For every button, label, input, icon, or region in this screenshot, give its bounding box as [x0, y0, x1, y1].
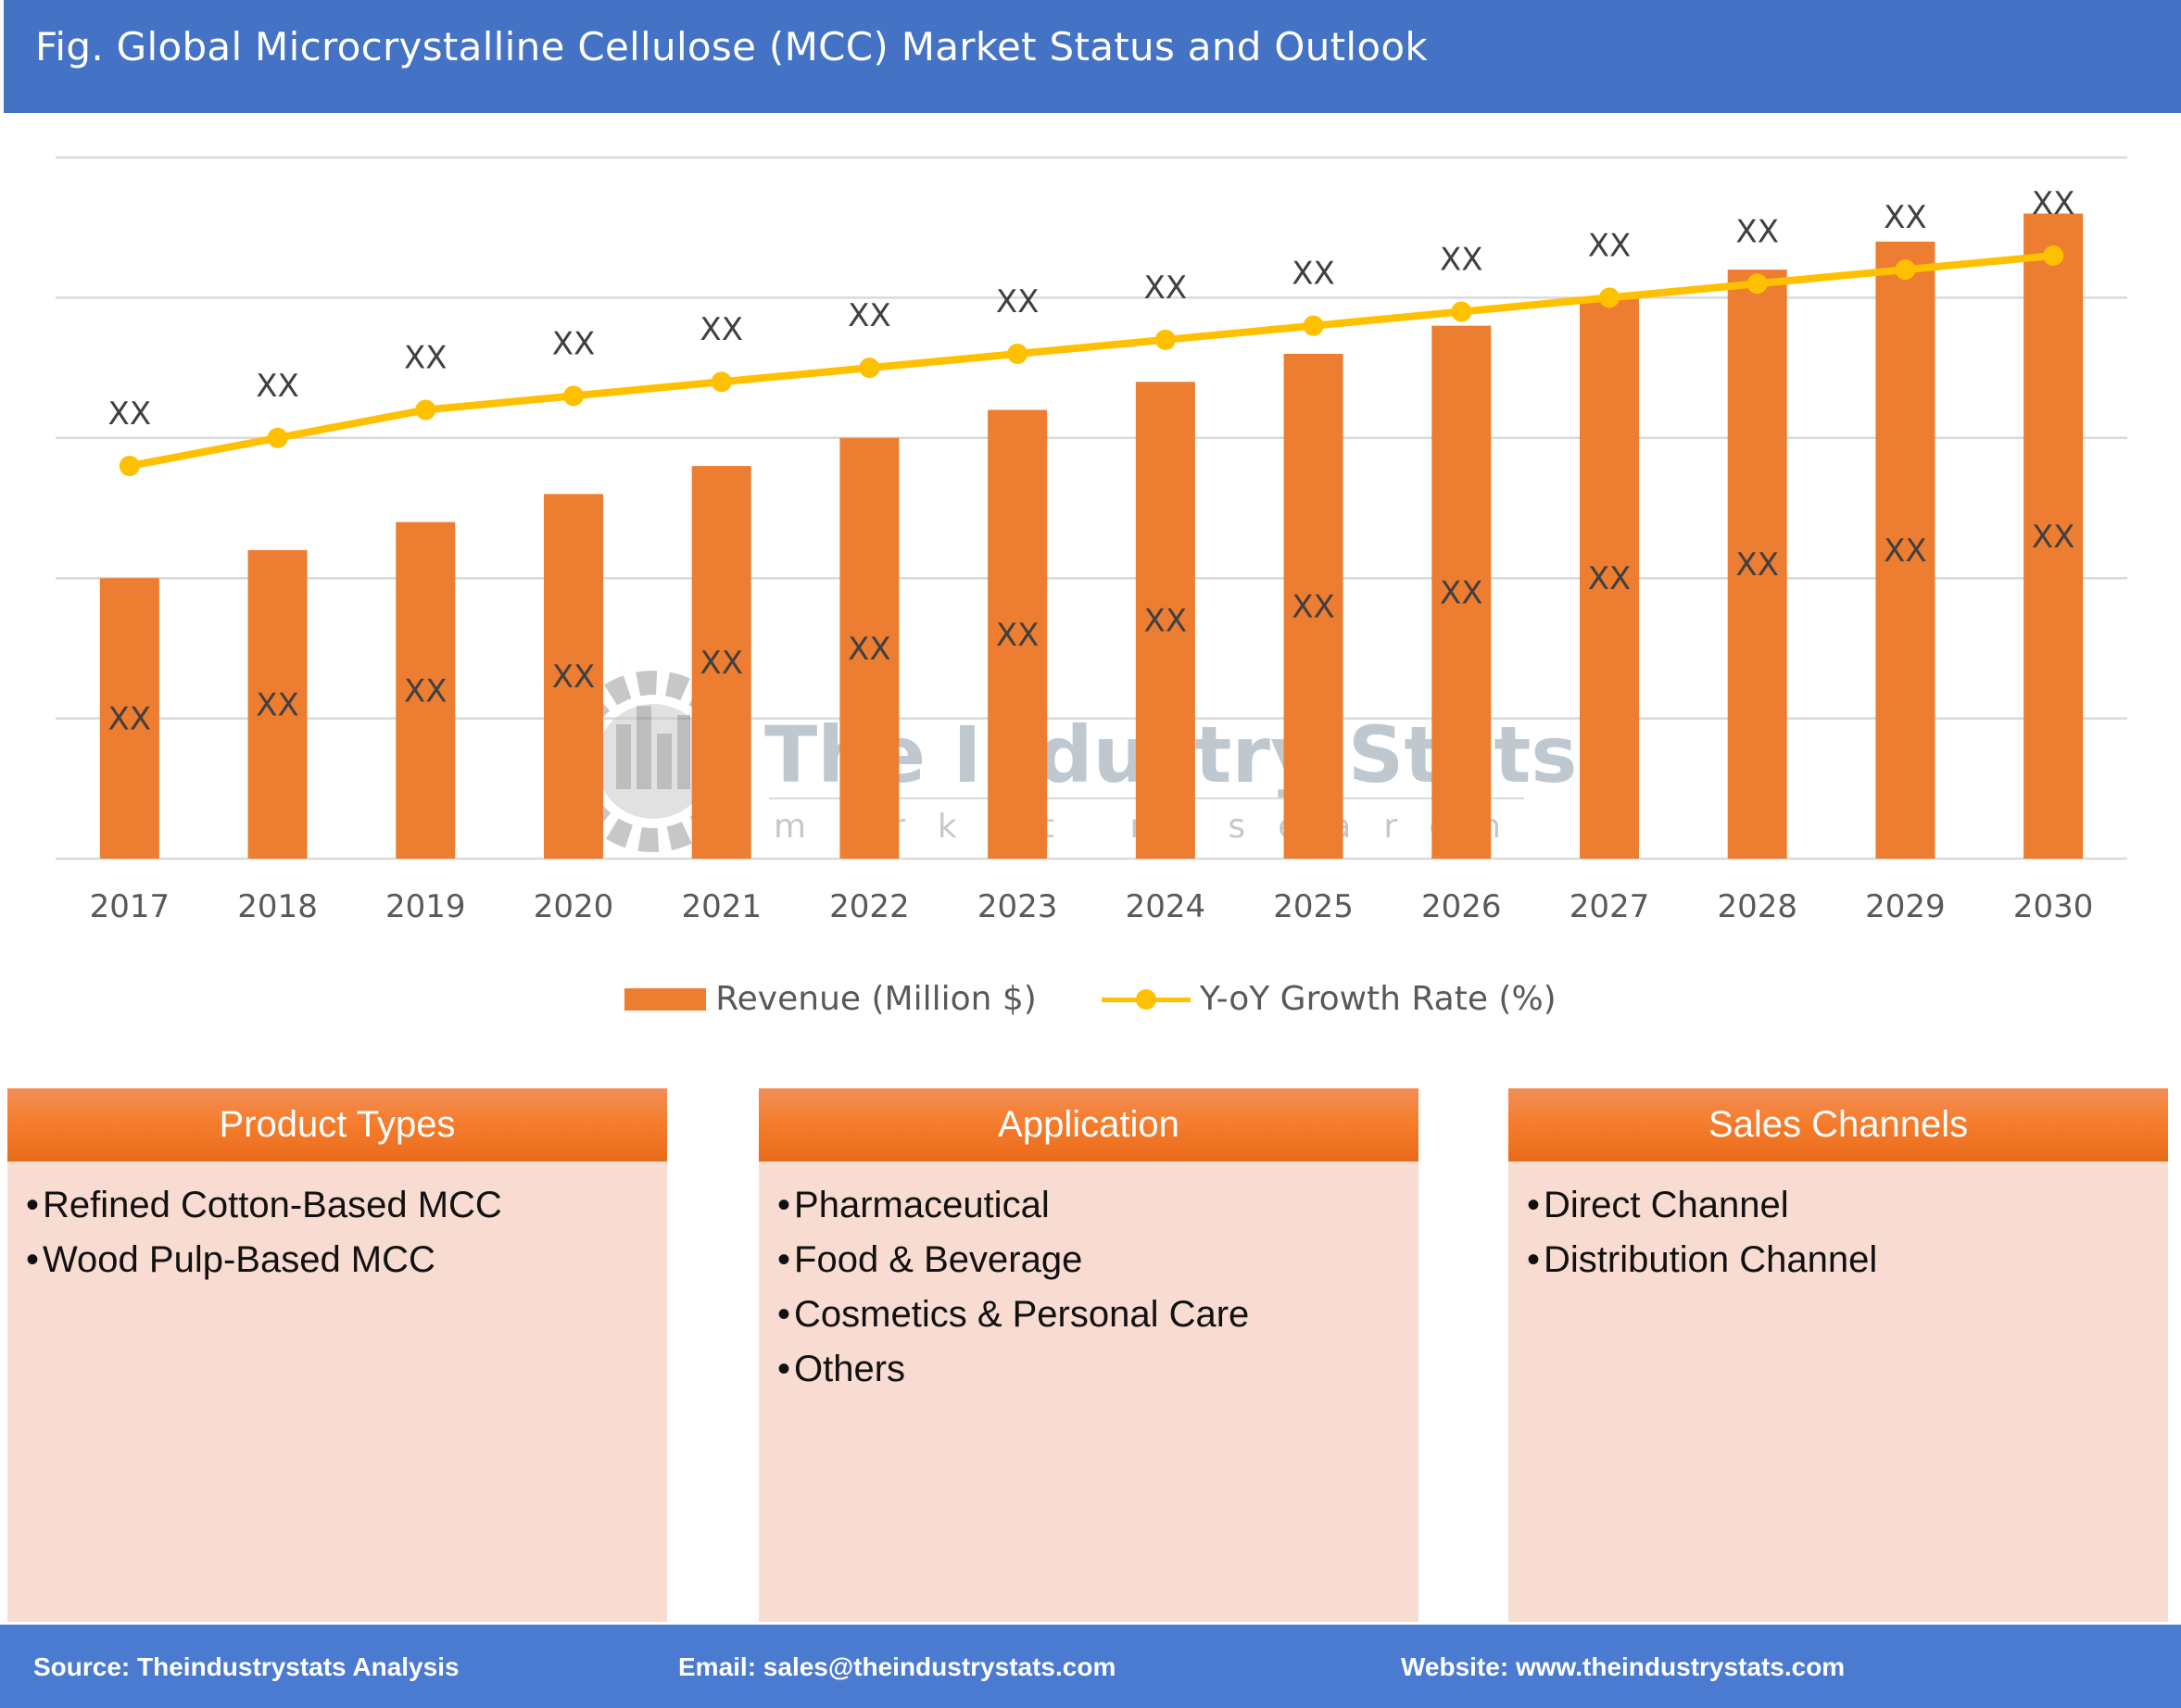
bar-data-label: XX	[552, 659, 596, 696]
list-item: Cosmetics & Personal Care	[777, 1287, 1418, 1342]
bar-data-label: XX	[1144, 603, 1188, 640]
line-data-label: XX	[1735, 213, 1779, 250]
bar-data-label: XX	[996, 617, 1040, 654]
line-data-label: XX	[1884, 199, 1927, 236]
x-tick-label: 2022	[829, 888, 910, 925]
growth-rate-point	[1303, 315, 1324, 336]
growth-rate-point	[1599, 287, 1620, 308]
footer-bar: Source: Theindustrystats Analysis Email:…	[0, 1625, 2181, 1708]
revenue-bar	[396, 521, 456, 859]
line-data-label: XX	[1144, 270, 1188, 307]
revenue-bar	[2023, 213, 2084, 859]
bar-data-label: XX	[700, 645, 743, 682]
list-item: Direct Channel	[1527, 1178, 2168, 1233]
line-data-label: XX	[404, 340, 448, 377]
box-title: Sales Channels	[1508, 1088, 2168, 1162]
line-data-label: XX	[1440, 242, 1483, 279]
x-tick-label: 2029	[1865, 888, 1946, 925]
revenue-bar	[1431, 325, 1492, 859]
bar-data-label: XX	[848, 631, 891, 668]
revenue-growth-chart: The Industry Stats market research XX201…	[56, 156, 2127, 925]
legend-item-revenue: Revenue (Million $)	[624, 980, 1037, 1018]
legend-swatch-bar	[624, 987, 707, 1011]
revenue-bar	[1135, 382, 1195, 859]
list-item: Distribution Channel	[1527, 1233, 2168, 1287]
x-tick-label: 2030	[2013, 888, 2094, 925]
revenue-bar	[1727, 270, 1787, 859]
line-data-label: XX	[996, 283, 1040, 320]
bar-data-label: XX	[1884, 533, 1927, 570]
revenue-bar	[691, 466, 751, 859]
list-item: Food & Beverage	[777, 1233, 1418, 1287]
bar-data-label: XX	[404, 672, 448, 710]
revenue-bar	[1875, 241, 1935, 860]
header-bar: Fig. Global Microcrystalline Cellulose (…	[4, 0, 2181, 113]
x-tick-label: 2020	[534, 888, 614, 925]
line-data-label: XX	[108, 396, 152, 433]
list-item: Wood Pulp-Based MCC	[26, 1233, 667, 1287]
chart-legend: Revenue (Million $) Y-oY Growth Rate (%)	[0, 980, 2181, 1018]
list-item: Refined Cotton-Based MCC	[26, 1178, 667, 1233]
x-tick-label: 2019	[385, 888, 466, 925]
growth-rate-point	[119, 456, 140, 477]
revenue-bar	[839, 437, 900, 859]
growth-rate-point	[711, 371, 732, 393]
list-item: Pharmaceutical	[777, 1178, 1418, 1233]
revenue-bar	[1283, 353, 1343, 860]
line-data-label: XX	[700, 311, 743, 348]
x-tick-label: 2028	[1717, 888, 1797, 925]
growth-rate-point	[1746, 273, 1768, 295]
bar-data-label: XX	[1735, 546, 1779, 584]
x-tick-label: 2018	[237, 888, 318, 925]
revenue-bar	[247, 549, 308, 859]
footer-email[interactable]: Email: sales@theindustrystats.com	[678, 1652, 1116, 1681]
box-title: Product Types	[7, 1088, 667, 1162]
legend-swatch-line	[1101, 986, 1191, 1013]
sales-channels-box: Sales Channels Direct Channel Distributi…	[1508, 1088, 2168, 1622]
line-data-label: XX	[552, 325, 596, 362]
x-tick-label: 2024	[1126, 888, 1206, 925]
x-tick-label: 2025	[1273, 888, 1354, 925]
footer-website[interactable]: Website: www.theindustrystats.com	[1401, 1652, 1846, 1681]
bar-data-label: XX	[256, 686, 299, 723]
page-title: Fig. Global Microcrystalline Cellulose (…	[35, 24, 1428, 69]
x-tick-label: 2021	[681, 888, 762, 925]
line-data-label: XX	[1292, 256, 1335, 293]
growth-rate-point	[1451, 301, 1472, 322]
line-data-label: XX	[1588, 227, 1632, 264]
growth-rate-point	[563, 385, 584, 407]
line-data-label: XX	[256, 368, 299, 405]
list-item: Others	[777, 1342, 1418, 1397]
legend-label-growth: Y-oY Growth Rate (%)	[1199, 980, 1557, 1018]
revenue-bar	[1580, 297, 1639, 859]
revenue-bar	[988, 409, 1048, 859]
footer-source: Source: Theindustrystats Analysis	[33, 1652, 460, 1681]
application-box: Application Pharmaceutical Food & Bevera…	[759, 1088, 1418, 1622]
x-tick-label: 2017	[90, 888, 170, 925]
line-data-label: XX	[848, 297, 891, 334]
bar-data-label: XX	[108, 701, 152, 738]
x-tick-label: 2023	[977, 888, 1058, 925]
growth-rate-point	[267, 427, 288, 448]
x-tick-label: 2027	[1570, 888, 1650, 925]
product-types-box: Product Types Refined Cotton-Based MCC W…	[7, 1088, 667, 1622]
growth-rate-point	[859, 358, 880, 379]
legend-label-revenue: Revenue (Million $)	[715, 980, 1037, 1018]
growth-rate-line	[129, 251, 2054, 471]
growth-rate-point	[1895, 259, 1916, 281]
growth-rate-point	[1154, 329, 1176, 350]
box-title: Application	[759, 1088, 1418, 1162]
bar-data-label: XX	[2032, 519, 2075, 556]
revenue-bar	[99, 578, 159, 859]
x-tick-label: 2026	[1421, 888, 1502, 925]
growth-rate-point	[2043, 245, 2064, 266]
bar-data-label: XX	[1440, 574, 1483, 611]
growth-rate-point	[1007, 343, 1028, 364]
bar-data-label: XX	[1292, 588, 1335, 625]
revenue-bar	[544, 494, 603, 859]
bar-data-label: XX	[1588, 560, 1632, 597]
growth-rate-point	[415, 399, 436, 421]
legend-item-growth: Y-oY Growth Rate (%)	[1101, 980, 1557, 1018]
line-data-label: XX	[2032, 185, 2075, 222]
